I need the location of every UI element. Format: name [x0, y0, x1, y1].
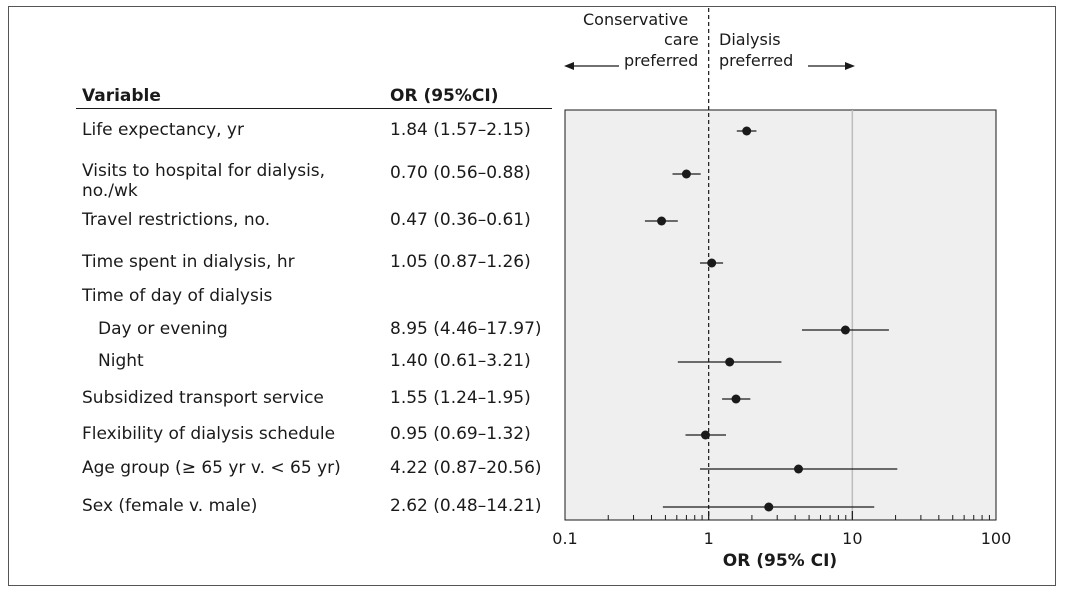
header-rule: [76, 108, 552, 109]
plot-panel: [564, 109, 997, 521]
row-or: 2.62 (0.48–14.21): [390, 496, 542, 516]
arrow-left-head: [564, 62, 574, 70]
annotation-conservative-1: Conservative: [583, 10, 689, 29]
or-point: [681, 169, 691, 179]
row-label: Subsidized transport service: [82, 388, 324, 408]
annotation-conservative-3: preferred: [624, 51, 699, 70]
row-or: 1.84 (1.57–2.15): [390, 120, 531, 140]
row-label: Sex (female v. male): [82, 496, 258, 516]
row-label: Life expectancy, yr: [82, 120, 244, 140]
x-axis-label: OR (95% CI): [723, 551, 837, 571]
or-point: [700, 430, 710, 440]
x-tick-label: 1: [704, 529, 714, 548]
x-tick-label: 10: [842, 529, 862, 548]
row-label: Day or evening: [98, 319, 228, 339]
or-point: [731, 394, 741, 404]
x-tick-label: 0.1: [552, 529, 577, 548]
row-or: 4.22 (0.87–20.56): [390, 458, 542, 478]
header-or: OR (95%CI): [390, 86, 499, 106]
row-or: 0.95 (0.69–1.32): [390, 424, 531, 444]
header-variable: Variable: [82, 86, 161, 106]
row-label: Time spent in dialysis, hr: [82, 252, 295, 272]
or-point: [764, 502, 774, 512]
or-point: [742, 126, 752, 136]
annotation-dialysis-2: preferred: [719, 51, 794, 70]
or-point: [794, 464, 804, 474]
row-or: 0.70 (0.56–0.88): [390, 163, 531, 183]
row-or: 0.47 (0.36–0.61): [390, 210, 531, 230]
arrow-right-head: [845, 62, 855, 70]
annotation-conservative-2: care: [664, 30, 699, 49]
row-or: 8.95 (4.46–17.97): [390, 319, 542, 339]
figure-frame: [8, 6, 1056, 586]
row-label: Flexibility of dialysis schedule: [82, 424, 336, 444]
row-label: Age group (≥ 65 yr v. < 65 yr): [82, 458, 341, 478]
annotation-dialysis-1: Dialysis: [719, 30, 781, 49]
row-or: 1.55 (1.24–1.95): [390, 388, 531, 408]
or-point: [707, 258, 717, 268]
row-label: Time of day of dialysis: [82, 286, 273, 306]
row-or: 1.05 (0.87–1.26): [390, 252, 531, 272]
or-point: [840, 325, 850, 335]
row-or: 1.40 (0.61–3.21): [390, 351, 531, 371]
row-label: Visits to hospital for dialysis, no./wk: [82, 161, 326, 201]
or-point: [657, 216, 667, 226]
row-label: Travel restrictions, no.: [82, 210, 271, 230]
or-point: [725, 357, 735, 367]
x-tick-label: 100: [981, 529, 1012, 548]
row-label: Night: [98, 351, 144, 371]
